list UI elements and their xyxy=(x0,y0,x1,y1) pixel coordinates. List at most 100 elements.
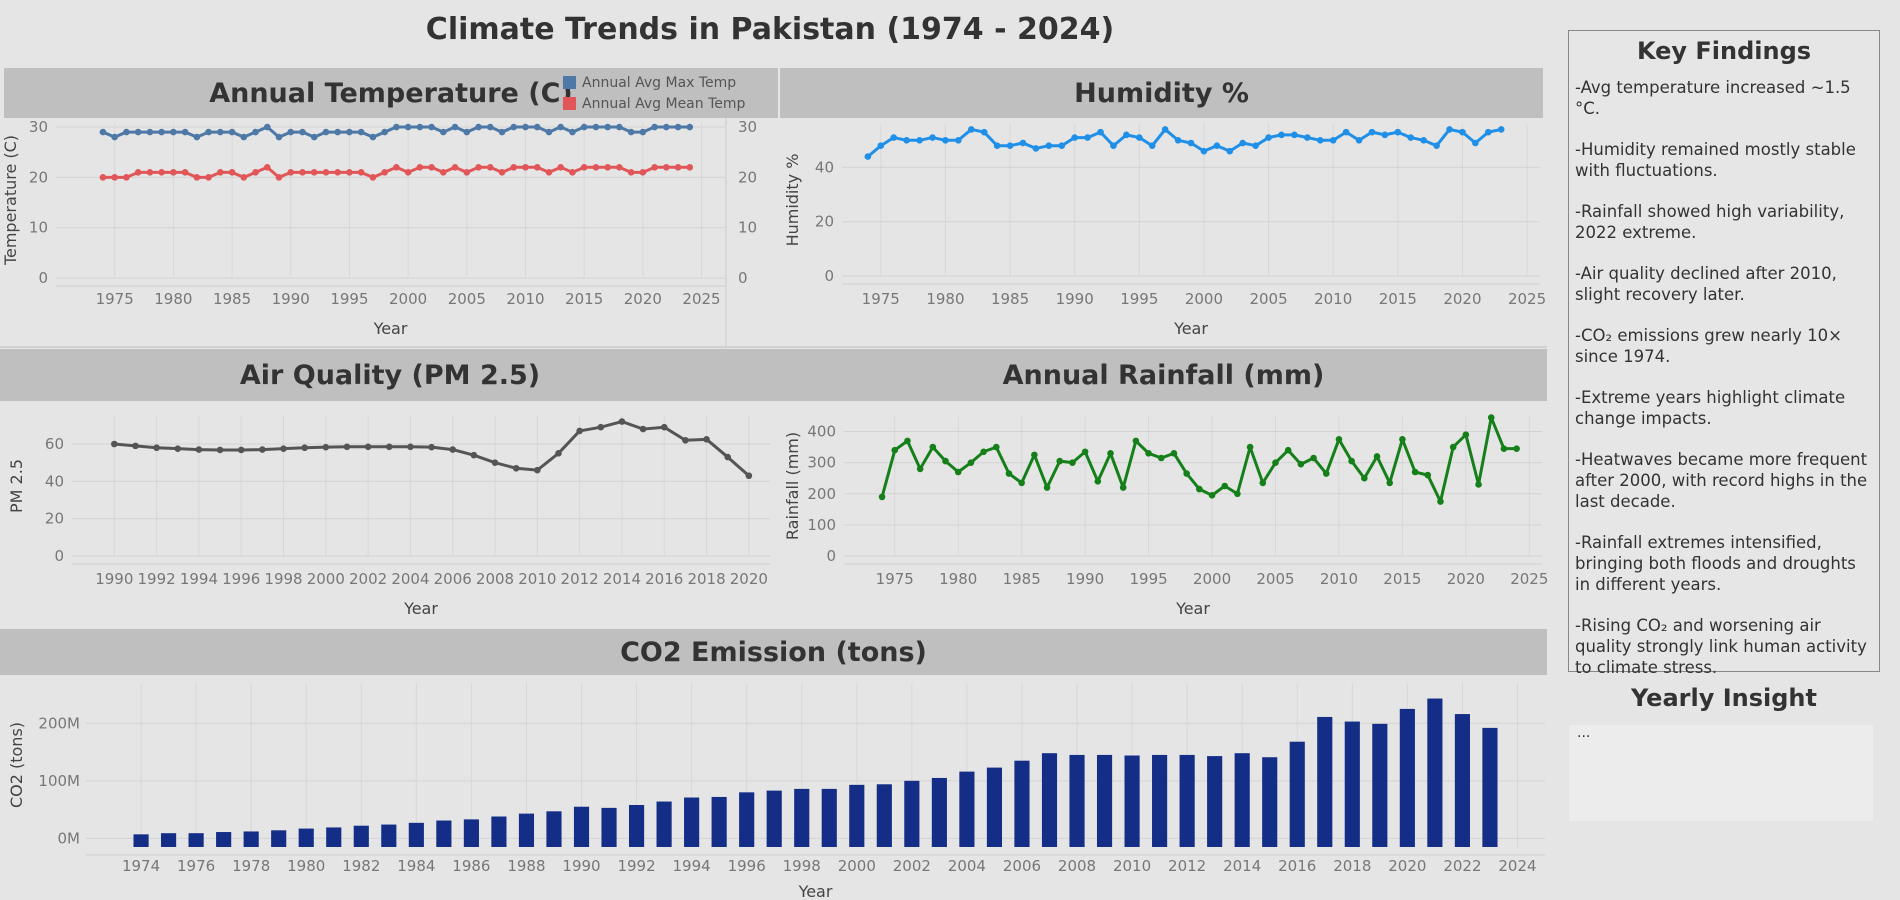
x-tick-label: 2010 xyxy=(518,570,556,588)
data-point-1 xyxy=(428,163,435,171)
data-point-0 xyxy=(1407,134,1415,141)
co2-bar xyxy=(931,777,947,847)
x-tick-label: 2012 xyxy=(1168,857,1206,875)
x-tick-label: 1985 xyxy=(213,290,251,308)
data-point-0 xyxy=(195,446,203,453)
legend-item-max-temp[interactable]: Annual Avg Max Temp xyxy=(563,72,745,93)
humidity-chart[interactable]: 1975 1980 1985 1990 1995 2000 2005 2010 2015 2020… xyxy=(780,118,1546,348)
data-point-1 xyxy=(263,163,271,171)
co2-bar xyxy=(1454,714,1470,847)
data-point-0 xyxy=(111,133,118,141)
data-point-1 xyxy=(357,169,365,176)
x-tick-label: 1990 xyxy=(1056,290,1094,308)
co2-bar xyxy=(133,834,149,847)
data-point-0 xyxy=(904,437,911,445)
co2-bar xyxy=(1069,754,1085,847)
data-point-0 xyxy=(555,450,562,457)
x-tick-label: 1976 xyxy=(177,857,215,875)
data-point-1 xyxy=(533,163,541,171)
finding-item: -Extreme years highlight climate change … xyxy=(1575,388,1846,428)
data-point-0 xyxy=(1058,142,1066,150)
co2-bar xyxy=(766,790,782,847)
data-point-0 xyxy=(674,123,682,131)
data-point-0 xyxy=(322,443,330,451)
x-tick-label: 2018 xyxy=(1333,857,1371,875)
data-point-0 xyxy=(237,446,245,454)
legend-item-mean-temp[interactable]: Annual Avg Mean Temp xyxy=(563,93,745,114)
data-point-0 xyxy=(522,123,529,131)
data-point-1 xyxy=(580,163,588,171)
data-point-0 xyxy=(954,468,962,476)
data-point-0 xyxy=(1259,479,1267,487)
temperature-legend[interactable]: Annual Avg Max Temp Annual Avg Mean Temp xyxy=(563,72,745,114)
co2-bar xyxy=(1096,754,1113,847)
co2-bar xyxy=(491,816,507,847)
x-tick-label: 2015 xyxy=(565,290,603,308)
x-tick-label: 2005 xyxy=(448,290,486,308)
x-tick-label: 2000 xyxy=(1185,290,1223,308)
data-point-0 xyxy=(942,136,949,144)
data-point-1 xyxy=(475,163,482,171)
data-point-0 xyxy=(310,133,318,141)
data-point-1 xyxy=(369,174,377,181)
y-tick-label: 0 xyxy=(38,269,48,287)
data-point-0 xyxy=(533,123,541,131)
data-point-1 xyxy=(616,163,623,171)
y-tick-label: 20 xyxy=(815,213,834,231)
co2-bar xyxy=(849,784,865,847)
data-point-0 xyxy=(451,123,459,131)
data-point-0 xyxy=(123,128,130,136)
x-tick-label: 2016 xyxy=(645,570,683,588)
data-point-0 xyxy=(205,128,212,136)
data-point-1 xyxy=(181,169,189,176)
data-point-0 xyxy=(99,128,107,136)
temperature-chart[interactable]: 1975 1980 1985 1990 1995 2000 2005 2010 2015 2020… xyxy=(0,118,780,348)
data-point-0 xyxy=(1316,136,1324,144)
data-point-0 xyxy=(1513,445,1520,452)
data-point-0 xyxy=(1084,134,1091,141)
data-point-0 xyxy=(745,472,753,480)
data-point-0 xyxy=(1449,443,1457,451)
x-tick-label: 1980 xyxy=(926,290,964,308)
y-tick-label: 40 xyxy=(45,472,64,490)
data-point-0 xyxy=(724,453,731,461)
dashboard-title: Climate Trends in Pakistan (1974 - 2024) xyxy=(425,12,1115,47)
data-point-1 xyxy=(123,174,130,181)
air-quality-chart[interactable]: 1990 1992 1994 1996 1998 2000 2002 2004 2006 2008… xyxy=(0,401,780,626)
data-point-0 xyxy=(627,128,635,136)
data-point-0 xyxy=(1304,134,1311,141)
data-point-0 xyxy=(1497,126,1505,133)
data-point-0 xyxy=(193,133,201,141)
co2-bar xyxy=(353,825,369,847)
temperature-chart-title: Annual Temperature (C) xyxy=(209,77,573,109)
data-point-1 xyxy=(545,169,553,176)
data-point-0 xyxy=(1265,134,1272,141)
data-point-0 xyxy=(1475,481,1482,488)
co2-bar xyxy=(161,833,177,847)
data-point-0 xyxy=(216,446,224,454)
data-point-1 xyxy=(416,163,424,171)
data-point-0 xyxy=(334,128,341,136)
data-point-0 xyxy=(1437,498,1444,505)
data-point-0 xyxy=(916,465,924,473)
data-point-0 xyxy=(1446,126,1453,133)
x-tick-label: 2000 xyxy=(307,570,345,588)
data-point-1 xyxy=(193,174,201,181)
y-tick-label: 0 xyxy=(54,547,64,565)
x-tick-label: 2010 xyxy=(1113,857,1151,875)
yearly-insight-box[interactable]: ... xyxy=(1569,725,1873,821)
data-point-0 xyxy=(1329,136,1337,144)
co2-chart[interactable]: 1974 1976 1978 1980 1982 1984 1986 1988 1990 1992… xyxy=(0,675,1547,900)
data-point-1 xyxy=(486,163,494,171)
y-tick-label-right: 20 xyxy=(738,168,757,186)
data-point-0 xyxy=(1019,139,1027,147)
data-point-1 xyxy=(346,169,353,176)
y-tick-label: 20 xyxy=(29,168,48,186)
rainfall-chart[interactable]: 1975 1980 1985 1990 1995 2000 2005 2010 2015 2020… xyxy=(780,401,1548,626)
data-point-1 xyxy=(686,163,694,171)
x-tick-label: 1984 xyxy=(397,857,435,875)
co2-bar xyxy=(408,822,424,847)
y-axis-title: Temperature (C) xyxy=(1,135,20,266)
y-tick-label: 20 xyxy=(45,510,64,528)
x-tick-label: 2000 xyxy=(389,290,427,308)
